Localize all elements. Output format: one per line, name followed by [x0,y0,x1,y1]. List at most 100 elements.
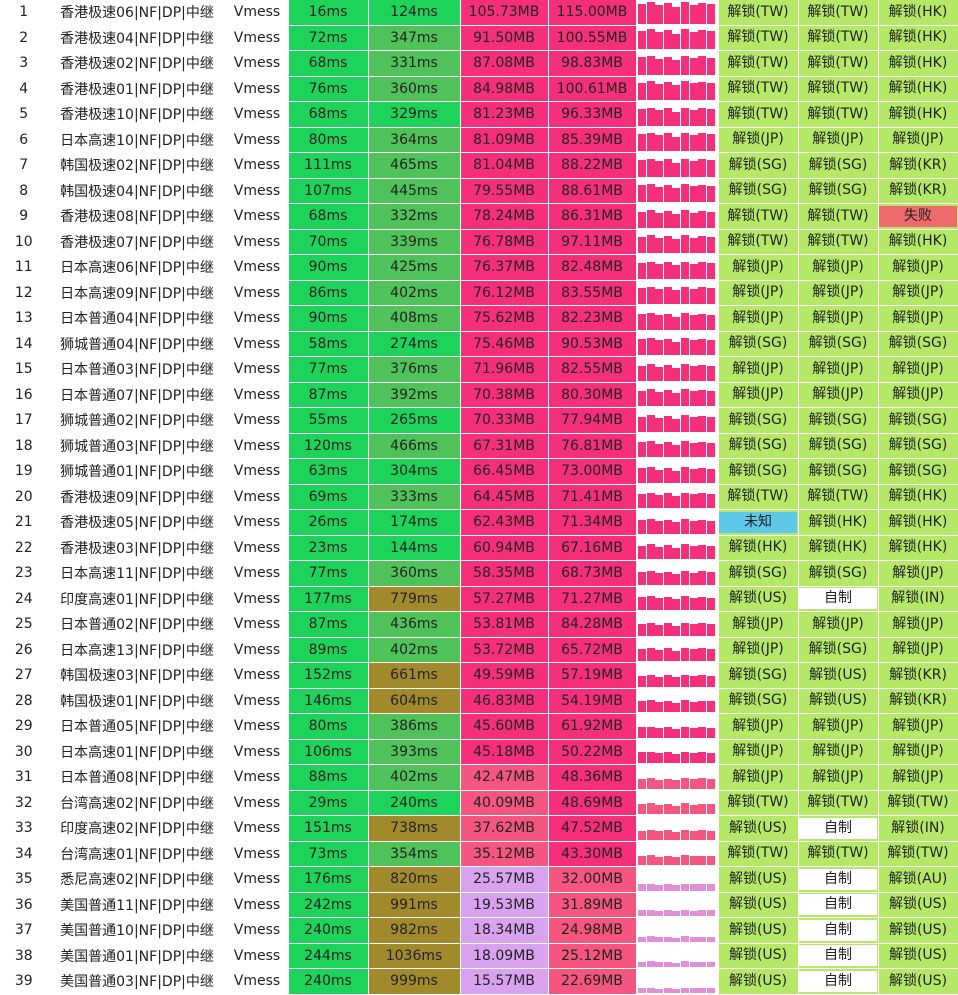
disney-unlock-cell: 自制 [798,586,879,612]
netflix-unlock-cell: 解锁(US) [718,892,799,918]
ping-cell: 86ms [288,280,369,306]
sparkline-bar [646,674,655,687]
node-name: 香港极速05|NF|DP|中继 [48,509,227,536]
sparkline-bar [638,778,646,789]
sparkline-bar [689,32,698,50]
ping-cell: 106ms [288,739,369,765]
node-name: 香港极速07|NF|DP|中继 [48,229,227,255]
sparkline-bars [638,155,716,177]
disney-unlock-cell: 解锁(JP) [798,764,879,791]
netflix-unlock-cell: 解锁(JP) [718,611,799,638]
avg-speed-cell: 15.57MB [460,968,549,995]
sparkline-bar [689,468,698,483]
youtube-unlock-cell: 解锁(HK) [878,25,958,51]
latency-cell: 436ms [368,611,461,638]
latency-cell: 376ms [368,356,461,383]
netflix-unlock-cell: 解锁(HK) [718,535,799,561]
ping-cell: 73ms [288,841,369,867]
avg-speed-cell: 62.43MB [460,509,549,536]
max-speed-cell: 98.83MB [548,50,637,77]
youtube-unlock-cell-value: 解锁(JP) [892,386,944,403]
sparkline-bar [706,134,715,152]
sparkline-bar [698,493,707,509]
avg-speed-cell: 45.60MB [460,713,549,740]
sparkline-bar [681,363,689,381]
netflix-unlock-cell-value: 解锁(JP) [732,743,784,760]
sparkline-bar [663,936,672,942]
sparkline-bar [655,753,664,764]
sparkline-bar [638,675,646,687]
sparkline-bar [663,467,672,483]
sparkline-bar [689,778,698,789]
table-row: 2 香港极速04|NF|DP|中继 Vmess 72ms 347ms 91.50MB 100… [0,25,958,51]
youtube-unlock-cell-value: 解锁(HK) [888,513,948,530]
sparkline-bar [706,494,715,509]
sparkline-bar [655,392,664,407]
sparkline-bar [655,314,664,330]
youtube-unlock-cell: 解锁(SG) [878,331,958,357]
sparkline-bar [689,135,698,152]
sparkline-bar [698,107,707,126]
sparkline-bar [655,702,664,713]
node-name: 狮城普通03|NF|DP|中继 [48,433,227,459]
sparkline-bar [672,239,681,254]
sparkline-bar [646,803,655,815]
max-speed-cell: 85.39MB [548,127,637,153]
disney-unlock-cell-value: 解锁(SG) [808,335,868,352]
sparkline-bar [698,185,707,203]
node-name: 香港极速03|NF|DP|中继 [48,535,227,561]
sparkline-bar [663,726,672,738]
avg-speed-cell: 76.37MB [460,254,549,281]
netflix-unlock-cell-value: 解锁(JP) [732,641,784,658]
disney-unlock-cell: 自制 [798,968,879,995]
youtube-unlock-cell-value: 解锁(US) [888,947,948,964]
sparkline-bar [689,649,698,662]
sparkline-bar [646,622,655,636]
youtube-unlock-cell: 解锁(HK) [878,509,958,536]
disney-unlock-cell-value: 解锁(TW) [807,80,869,97]
sparkline-bar [689,623,698,636]
sparkline-bar [689,186,698,203]
sparkline-bar [698,752,707,764]
netflix-unlock-cell: 解锁(SG) [718,688,799,714]
table-row: 13 日本普通04|NF|DP|中继 Vmess 90ms 408ms 75.62MB 82… [0,305,958,332]
sparkline-bar [706,237,715,254]
sparkline-bar [681,158,689,177]
disney-unlock-cell-value: 解锁(SG) [808,156,868,173]
sparkline-bar [681,803,689,815]
youtube-unlock-cell-value: 解锁(JP) [892,131,944,148]
sparkline-bar [672,6,681,24]
node-protocol: Vmess [226,356,289,383]
sparkline-bar [646,466,655,483]
node-protocol: Vmess [226,305,289,332]
table-row: 26 日本高速13|NF|DP|中继 Vmess 89ms 402ms 53.72MB 65… [0,637,958,663]
sparkline-bar [689,4,698,24]
ping-cell: 88ms [288,764,369,791]
sparkline-bar [681,752,689,764]
sparkline-bar [655,547,664,560]
sparkline-bar [646,363,655,381]
sparkline-bar [655,289,664,305]
latency-cell: 604ms [368,688,461,714]
sparkline-bar [681,935,689,942]
table-row: 34 台湾高速01|NF|DP|中继 Vmess 73ms 354ms 35.12MB 43… [0,841,958,867]
sparkline-bar [698,442,707,458]
sparkline-bars [638,27,716,50]
ping-cell: 240ms [288,968,369,995]
youtube-unlock-cell-value: 解锁(HK) [888,233,948,250]
disney-unlock-cell: 解锁(HK) [798,535,879,561]
sparkline-bar [706,159,715,177]
sparkline-bar [706,623,715,636]
sparkline-bar [698,545,707,560]
sparkline-bar [672,316,681,330]
netflix-unlock-cell-value: 解锁(TW) [727,845,789,862]
node-name: 狮城普通04|NF|DP|中继 [48,331,227,357]
table-row: 30 日本高速01|NF|DP|中继 Vmess 106ms 393ms 45.18MB 5… [0,739,958,765]
avg-speed-cell: 81.09MB [460,127,549,153]
sparkline-bars [638,869,716,891]
netflix-unlock-cell-value: 解锁(JP) [732,615,784,632]
netflix-unlock-cell-value: 解锁(US) [728,972,788,989]
sparkline-bar [706,31,715,50]
sparkline-bar [655,598,664,611]
latency-cell: 445ms [368,178,461,204]
